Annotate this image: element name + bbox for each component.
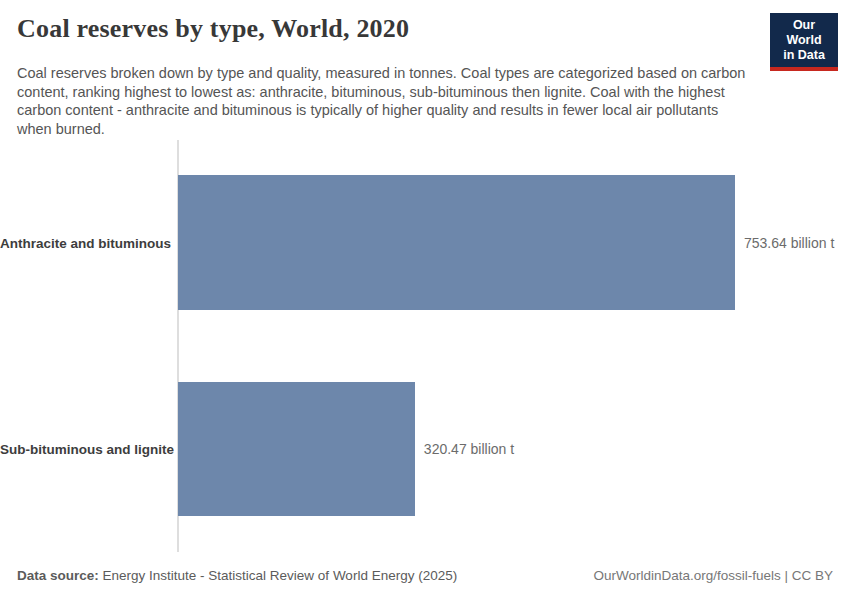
owid-logo-box: Our World in Data: [770, 13, 838, 67]
value-label: 320.47 billion t: [424, 441, 514, 457]
data-source-value: Energy Institute - Statistical Review of…: [99, 568, 457, 583]
owid-logo-red-rule: [770, 67, 838, 71]
owid-logo[interactable]: Our World in Data: [770, 13, 838, 71]
chart-footer: Data source: Energy Institute - Statisti…: [17, 568, 833, 583]
category-label: Anthracite and bituminous: [0, 235, 171, 250]
category-label: Sub-bituminous and lignite: [0, 442, 171, 457]
value-label: 753.64 billion t: [744, 235, 834, 251]
bar-anthracite-and-bituminous[interactable]: [178, 175, 735, 310]
bar-row: Anthracite and bituminous 753.64 billion…: [0, 175, 850, 310]
bar-row: Sub-bituminous and lignite 320.47 billio…: [0, 382, 850, 516]
owid-chart: Coal reserves by type, World, 2020 Our W…: [0, 0, 850, 600]
owid-logo-line1: Our World: [774, 18, 834, 48]
chart-subtitle: Coal reserves broken down by type and qu…: [17, 64, 751, 138]
data-source-label: Data source:: [17, 568, 99, 583]
owid-logo-line2: in Data: [774, 48, 834, 63]
data-source: Data source: Energy Institute - Statisti…: [17, 568, 457, 583]
attribution-link[interactable]: OurWorldinData.org/fossil-fuels | CC BY: [593, 568, 833, 583]
bar-sub-bituminous-and-lignite[interactable]: [178, 382, 415, 516]
page-title: Coal reserves by type, World, 2020: [17, 14, 409, 44]
